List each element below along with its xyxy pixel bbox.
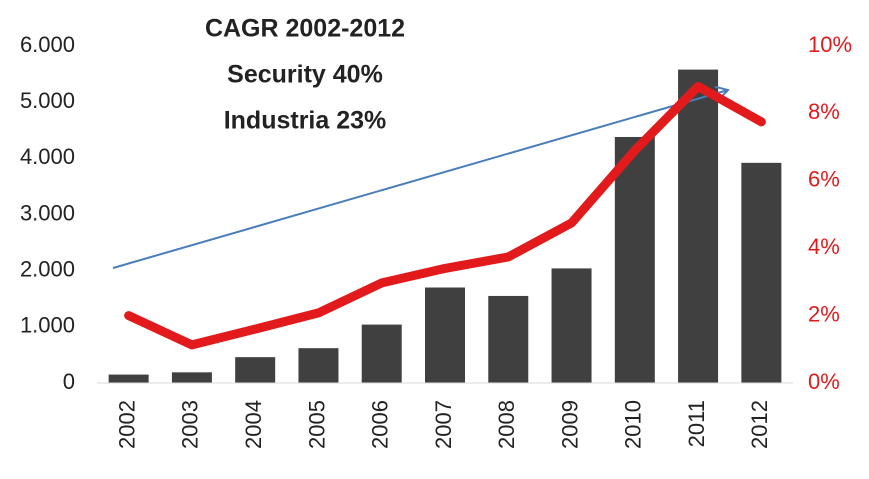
- x-tick-label: 2003: [178, 400, 203, 449]
- y-tick-label: 5.000: [20, 88, 75, 113]
- y-tick-label: 3.000: [20, 200, 75, 225]
- bar: [614, 136, 655, 383]
- x-tick-label: 2005: [304, 400, 329, 449]
- annotation: Industria 23%: [224, 107, 387, 135]
- x-tick-label: 2008: [494, 400, 519, 449]
- y-tick-label: 4.000: [20, 144, 75, 169]
- y2-tick-label: 6%: [808, 167, 840, 192]
- y-tick-label: 2.000: [20, 256, 75, 281]
- bar: [235, 357, 276, 383]
- y2-tick-label: 10%: [808, 32, 852, 57]
- y2-tick-label: 0%: [808, 369, 840, 394]
- x-tick-label: 2006: [368, 400, 393, 449]
- y2-tick-label: 2%: [808, 301, 840, 326]
- annotation: CAGR 2002-2012: [205, 15, 405, 43]
- bar: [298, 348, 339, 383]
- bar: [361, 324, 402, 383]
- bar: [171, 372, 212, 383]
- x-tick-label: 2010: [621, 400, 646, 449]
- y-tick-label: 1.000: [20, 313, 75, 338]
- bar: [108, 374, 149, 383]
- bar: [488, 295, 529, 383]
- trend-arrow: [112, 90, 728, 269]
- x-tick-label: 2009: [557, 400, 582, 449]
- x-tick-label: 2002: [114, 400, 139, 449]
- x-tick-label: 2004: [241, 400, 266, 449]
- line: [124, 81, 766, 350]
- bar: [425, 287, 465, 383]
- y-tick-label: 6.000: [20, 32, 75, 57]
- x-tick-label: 2011: [684, 400, 709, 447]
- bar: [551, 268, 592, 383]
- y-tick-label: 0: [63, 369, 75, 394]
- bar: [678, 69, 719, 383]
- x-tick-label: 2007: [431, 400, 456, 449]
- bar: [741, 162, 782, 383]
- y2-tick-label: 8%: [808, 99, 840, 124]
- annotation: Security 40%: [227, 61, 383, 89]
- x-tick-label: 2012: [747, 400, 772, 449]
- y2-tick-label: 4%: [808, 234, 840, 259]
- bars: [108, 69, 782, 383]
